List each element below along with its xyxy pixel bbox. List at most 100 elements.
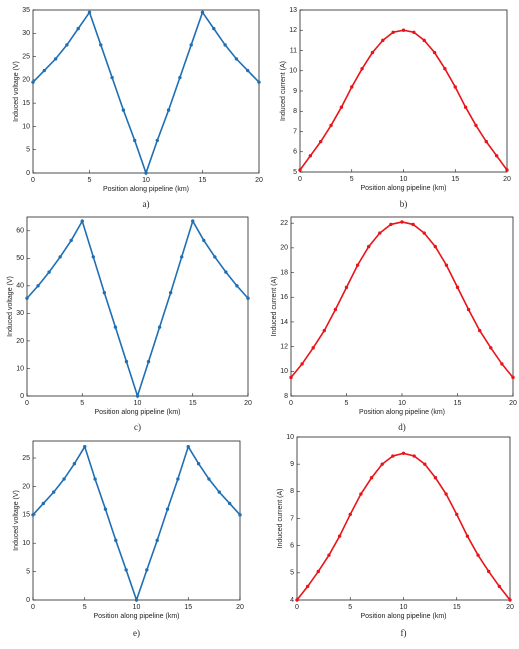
data-point	[444, 263, 449, 267]
data-point	[80, 219, 84, 223]
x-tick-label: 0	[289, 400, 293, 407]
data-point	[489, 346, 493, 350]
x-tick-label: 20	[255, 177, 263, 184]
y-tick-label: 0	[26, 597, 30, 604]
data-point	[157, 325, 162, 329]
data-point	[176, 477, 180, 481]
data-point	[305, 584, 310, 589]
x-tick-label: 5	[348, 604, 352, 611]
y-tick-label: 15	[22, 512, 30, 519]
y-tick-label: 25	[22, 455, 30, 462]
x-axis-label: Position along pipeline (km)	[95, 409, 181, 416]
data-point	[484, 139, 488, 144]
data-point	[235, 284, 239, 288]
data-point	[155, 538, 159, 543]
x-tick-label: 10	[398, 400, 406, 407]
data-point	[25, 296, 29, 300]
data-point	[224, 270, 228, 274]
y-tick-label: 11	[290, 47, 297, 54]
data-point	[72, 462, 77, 466]
data-point	[165, 507, 170, 511]
y-tick-label: 40	[16, 283, 24, 290]
data-point	[36, 284, 40, 288]
data-point	[41, 501, 46, 506]
y-tick-label: 30	[22, 30, 30, 37]
y-tick-label: 6	[293, 149, 297, 156]
data-point	[93, 477, 97, 481]
data-point	[370, 50, 375, 55]
y-tick-label: 8	[290, 488, 294, 495]
data-point	[289, 375, 293, 380]
data-point	[359, 492, 363, 496]
data-point	[355, 263, 360, 267]
y-tick-label: 22	[280, 220, 288, 227]
data-point	[124, 568, 128, 572]
data-point	[487, 569, 491, 574]
data-point	[389, 222, 393, 227]
data-point	[500, 362, 504, 366]
x-tick-label: 10	[134, 400, 142, 407]
y-tick-label: 20	[22, 77, 30, 84]
data-point	[308, 154, 313, 158]
data-point	[465, 534, 470, 538]
data-point	[453, 85, 457, 89]
x-axis-label: Position along pipeline (km)	[94, 613, 180, 620]
data-point	[295, 598, 299, 602]
y-tick-label: 0	[20, 393, 24, 400]
x-tick-label: 5	[345, 400, 349, 407]
data-point	[478, 328, 482, 333]
x-tick-label: 10	[400, 176, 408, 183]
y-tick-label: 10	[16, 365, 24, 372]
x-axis-label: Position along pipeline (km)	[359, 409, 445, 416]
data-point	[103, 507, 108, 511]
data-point	[344, 285, 349, 290]
data-point	[311, 346, 315, 350]
data-point	[497, 584, 502, 589]
data-point	[168, 291, 173, 295]
data-point	[494, 154, 499, 158]
data-point	[246, 296, 250, 300]
x-axis-label: Position along pipeline (km)	[361, 613, 447, 620]
data-point	[135, 394, 140, 398]
data-point	[91, 255, 96, 259]
data-point	[52, 490, 56, 494]
x-tick-label: 20	[506, 604, 514, 611]
y-tick-label: 13	[289, 7, 297, 14]
x-tick-label: 15	[189, 400, 197, 407]
x-tick-label: 10	[400, 604, 408, 611]
data-point	[121, 108, 126, 112]
y-tick-label: 6	[290, 543, 294, 550]
data-point	[476, 553, 480, 557]
data-point	[47, 270, 51, 274]
y-tick-label: 25	[22, 53, 30, 60]
x-tick-label: 5	[83, 604, 87, 611]
data-point	[423, 462, 427, 466]
y-tick-label: 0	[26, 170, 30, 177]
axes-frame	[296, 436, 511, 601]
data-point	[234, 57, 239, 61]
y-axis-label: Induced current (A)	[271, 277, 278, 337]
data-point	[433, 476, 438, 480]
y-axis-label: Induced current (A)	[280, 61, 287, 121]
data-point	[186, 444, 190, 449]
x-tick-label: 0	[31, 604, 35, 611]
data-point	[360, 67, 364, 71]
data-point	[133, 138, 137, 143]
x-tick-label: 15	[453, 604, 461, 611]
caption: a)	[143, 199, 150, 209]
data-point	[505, 168, 509, 172]
data-point	[110, 75, 114, 80]
data-point	[191, 219, 195, 223]
x-tick-label: 20	[244, 400, 252, 407]
x-tick-label: 5	[80, 400, 84, 407]
data-point	[31, 513, 35, 517]
data-point	[180, 255, 184, 259]
y-tick-label: 5	[26, 147, 30, 154]
x-tick-label: 15	[451, 176, 459, 183]
y-tick-label: 20	[280, 245, 288, 252]
data-point	[433, 244, 437, 249]
y-tick-label: 10	[286, 434, 294, 441]
data-point	[58, 255, 62, 259]
y-tick-label: 9	[290, 461, 294, 468]
